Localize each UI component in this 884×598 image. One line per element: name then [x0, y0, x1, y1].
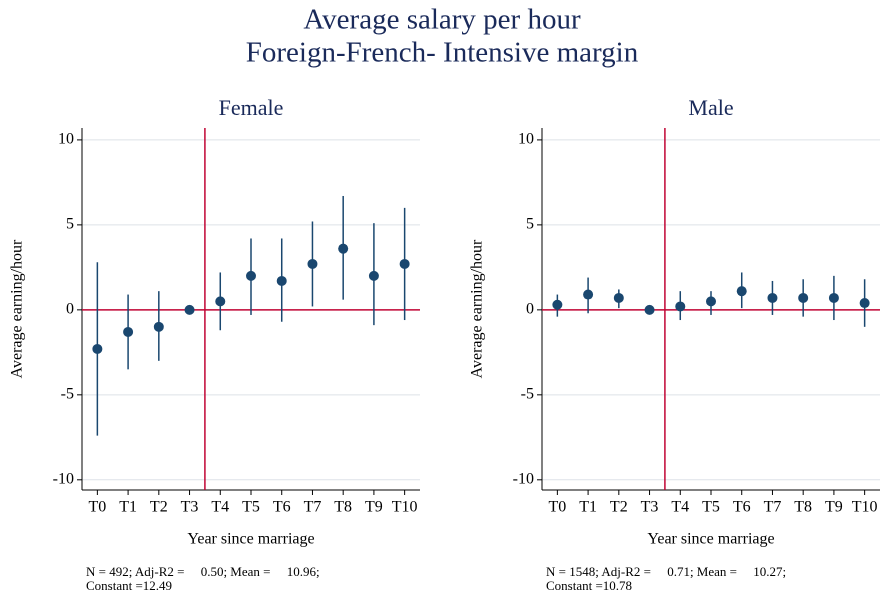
point: [368, 270, 379, 281]
x-tick-label: T1: [119, 499, 137, 516]
figure-title: Foreign-French- Intensive margin: [246, 37, 639, 69]
point: [215, 296, 226, 307]
y-axis-label: Average earning/hour: [469, 239, 486, 378]
x-tick-label: T9: [825, 499, 843, 516]
x-axis-label: Year since marriage: [647, 531, 774, 548]
figure-title: Average salary per hour: [303, 4, 581, 36]
point: [706, 296, 716, 307]
x-tick-label: T0: [88, 499, 106, 516]
x-tick-label: T0: [548, 499, 566, 516]
y-tick-label: -10: [53, 470, 74, 487]
point: [246, 270, 256, 281]
y-tick-label: 5: [66, 216, 74, 233]
point: [276, 275, 287, 286]
y-tick-label: -5: [61, 385, 74, 402]
point: [338, 243, 349, 254]
point: [92, 343, 103, 354]
point: [153, 321, 164, 332]
x-tick-label: T6: [733, 499, 751, 516]
note: N = 492; Adj-R2 = 0.50; Mean = 10.96;: [86, 564, 320, 579]
x-tick-label: T8: [334, 499, 352, 516]
note: Constant =10.78: [546, 578, 632, 593]
point: [399, 258, 410, 269]
x-tick-label: T1: [579, 499, 597, 516]
point: [123, 326, 134, 337]
panel-title: Male: [688, 95, 733, 120]
x-tick-label: T4: [211, 499, 229, 516]
point: [859, 298, 870, 309]
point: [736, 286, 747, 297]
note: Constant =12.49: [86, 578, 172, 593]
x-tick-label: T10: [852, 499, 878, 516]
y-tick-label: 10: [58, 131, 74, 148]
point: [613, 292, 624, 303]
y-tick-label: 10: [518, 131, 534, 148]
point: [184, 304, 195, 315]
x-tick-label: T3: [181, 499, 199, 516]
x-tick-label: T5: [702, 499, 720, 516]
y-tick-label: 0: [526, 301, 534, 318]
point: [644, 304, 655, 315]
x-tick-label: T2: [610, 499, 628, 516]
x-tick-label: T4: [671, 499, 689, 516]
y-axis-label: Average earning/hour: [9, 239, 26, 378]
y-tick-label: -10: [513, 470, 534, 487]
x-tick-label: T3: [641, 499, 659, 516]
point: [767, 292, 778, 303]
x-axis-label: Year since marriage: [187, 531, 314, 548]
point: [798, 292, 809, 303]
x-tick-label: T7: [764, 499, 782, 516]
y-tick-label: -5: [521, 385, 534, 402]
point: [675, 301, 686, 312]
x-tick-label: T2: [150, 499, 168, 516]
point: [552, 299, 563, 310]
x-tick-label: T6: [273, 499, 291, 516]
point: [583, 289, 594, 300]
note: N = 1548; Adj-R2 = 0.71; Mean = 10.27;: [546, 564, 786, 579]
x-tick-label: T7: [304, 499, 322, 516]
x-tick-label: T8: [794, 499, 812, 516]
y-tick-label: 0: [66, 301, 74, 318]
y-tick-label: 5: [526, 216, 534, 233]
x-tick-label: T9: [365, 499, 383, 516]
point: [307, 258, 318, 269]
x-tick-label: T5: [242, 499, 260, 516]
point: [828, 292, 839, 303]
panel-title: Female: [219, 95, 284, 120]
x-tick-label: T10: [392, 499, 418, 516]
